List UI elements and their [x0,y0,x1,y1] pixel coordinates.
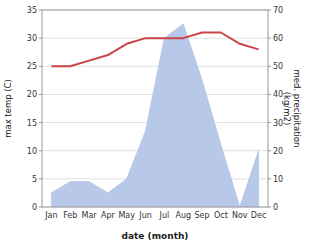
y-axis: 0 5 10 15 20 25 30 35 [27,6,42,212]
y2-tick-label: 20 [273,147,283,156]
x-tick-label: Dec [251,211,266,220]
x-axis: Jan Feb MarAprMayJun Jul Aug Sep Oct NovDec [44,211,266,220]
y2-tick [268,66,271,67]
plot-frame [42,10,268,207]
y2-tick [268,94,271,95]
y2-tick [268,122,271,123]
y2-tick [268,10,271,11]
x-axis-title: date (month) [122,231,189,241]
y-tick [39,150,42,151]
y2-tick-label: 50 [273,62,283,71]
y2-tick [268,38,271,39]
y-tick-label: 0 [32,203,37,212]
x-tick-label: Jul [159,211,170,220]
plot-area [51,24,258,207]
y2-tick-label: 10 [273,175,283,184]
y-tick-label: 35 [27,6,37,15]
y2-tick [268,207,271,208]
x-tick-label: Sep [195,211,210,220]
y-tick [39,122,42,123]
y-tick-label: 30 [27,34,37,43]
y2-tick [268,178,271,179]
y-tick-label: 25 [27,62,37,71]
grid-line [42,66,268,67]
y-tick [39,66,42,67]
temperature-line [51,33,258,67]
y-tick-label: 20 [27,90,37,99]
x-tick-label: Jan [44,211,57,220]
y2-tick [268,150,271,151]
y2-tick-label: 40 [273,90,283,99]
x-tick-label: Apr [101,211,116,220]
grid [42,10,268,207]
x-tick-label: Nov [232,211,248,220]
y-tick [39,38,42,39]
x-tick-label: Oct [214,211,228,220]
y-tick-label: 15 [27,119,37,128]
x-tick-label: Mar [82,211,98,220]
y2-tick-label: 60 [273,34,283,43]
y2-axis: 0 10 20 30 40 50 60 70 [268,6,283,212]
y2-tick-label: 0 [273,203,278,212]
x-tick-label: Aug [175,211,191,220]
x-tick-label: Feb [63,211,77,220]
chart: 0 5 10 15 20 25 30 35 0 10 20 30 40 50 60 70 Jan Feb MarAp… [0,0,318,247]
y2-tick-label: 30 [273,119,283,128]
y-tick [39,207,42,208]
x-tick-label: Jun [138,211,152,220]
x-tick-label: May [118,211,135,220]
precipitation-area [51,24,258,207]
y-tick [39,10,42,11]
y2-tick-label: 70 [273,6,283,15]
y-axis-title: max temp (C) [3,79,13,138]
y-tick [39,178,42,179]
y-tick-label: 5 [32,175,37,184]
y-tick-label: 10 [27,147,37,156]
y-tick [39,94,42,95]
y2-axis-title: med. precipitation(kg/m2) [282,70,302,148]
